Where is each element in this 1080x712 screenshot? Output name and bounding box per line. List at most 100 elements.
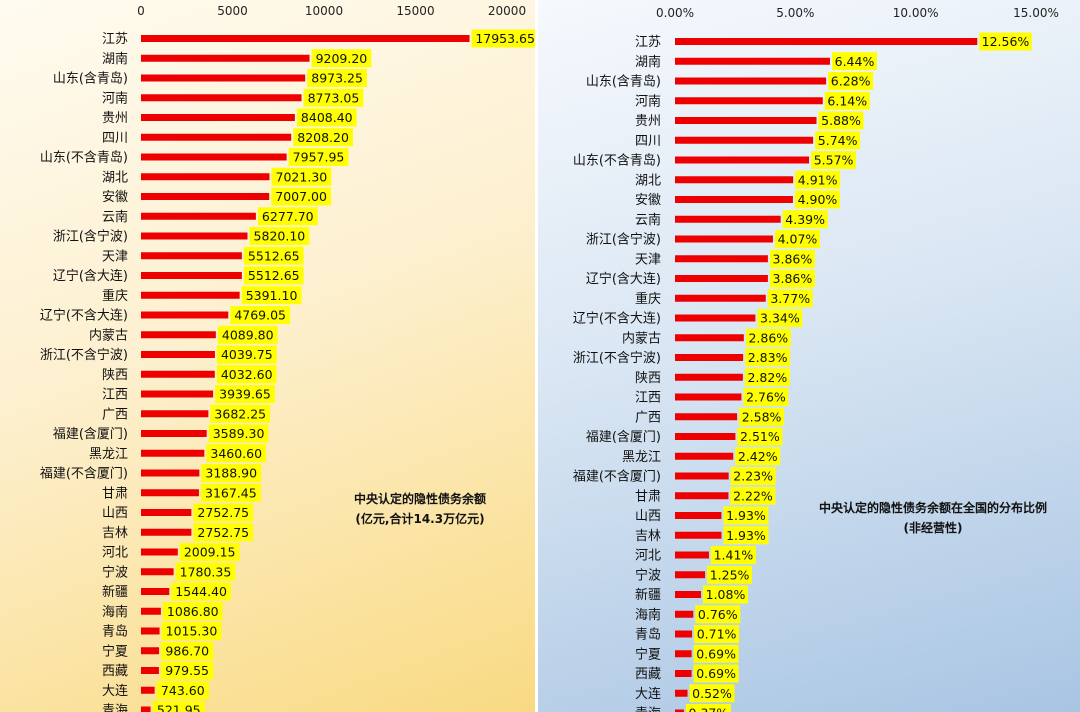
right-category-label: 黑龙江 bbox=[622, 450, 661, 465]
right-category-label: 大连 bbox=[635, 686, 661, 702]
right-category-label: 福建(含厦门) bbox=[586, 429, 661, 445]
left-value-label: 8973.25 bbox=[311, 71, 363, 86]
left-value-label: 1015.30 bbox=[166, 624, 218, 639]
right-category-label: 湖北 bbox=[635, 173, 661, 188]
right-x-tick-label: 5.00% bbox=[776, 6, 814, 20]
left-category-label: 海南 bbox=[102, 604, 128, 620]
left-category-label: 重庆 bbox=[102, 288, 128, 304]
left-category-label: 四川 bbox=[102, 131, 128, 146]
left-value-label: 521.95 bbox=[157, 703, 201, 712]
left-value-label-bg bbox=[210, 404, 271, 423]
right-x-tick-label: 15.00% bbox=[1013, 6, 1059, 20]
left-value-label: 3188.90 bbox=[205, 466, 257, 481]
right-value-label-bg bbox=[693, 664, 739, 683]
right-value-label-bg bbox=[774, 230, 820, 248]
left-category-label: 甘肃 bbox=[102, 486, 128, 501]
left-value-label-bg bbox=[271, 167, 332, 186]
left-value-label-bg bbox=[208, 424, 269, 443]
left-value-label-bg bbox=[296, 108, 357, 127]
right-value-label-bg bbox=[685, 704, 731, 712]
left-category-label: 福建(含厦门) bbox=[53, 426, 128, 442]
right-value-label: 1.08% bbox=[706, 587, 746, 602]
right-value-label-bg bbox=[723, 526, 769, 545]
left-value-label: 2009.15 bbox=[184, 545, 236, 560]
right-value-label-bg bbox=[745, 328, 791, 347]
left-category-label: 湖北 bbox=[102, 170, 128, 185]
left-category-label: 江苏 bbox=[102, 31, 128, 47]
left-category-label: 山西 bbox=[102, 506, 128, 521]
right-value-label-bg bbox=[782, 210, 828, 229]
right-value-label-bg bbox=[979, 32, 1032, 51]
left-x-tick-label: 20000 bbox=[488, 4, 526, 18]
left-value-label-bg bbox=[162, 602, 223, 621]
left-value-label: 5512.65 bbox=[248, 268, 300, 283]
right-bar bbox=[675, 334, 744, 342]
right-value-label: 2.23% bbox=[733, 469, 773, 484]
left-category-label: 陕西 bbox=[102, 368, 128, 383]
left-value-label-bg bbox=[249, 227, 310, 245]
left-bar bbox=[141, 449, 205, 457]
left-category-label: 内蒙古 bbox=[89, 327, 128, 343]
left-category-label: 辽宁(含大连) bbox=[53, 268, 128, 284]
left-value-label: 5512.65 bbox=[248, 248, 300, 263]
left-category-label: 宁波 bbox=[102, 564, 128, 580]
left-value-label: 8773.05 bbox=[308, 90, 360, 105]
left-category-label: 云南 bbox=[102, 209, 128, 225]
right-bar bbox=[675, 97, 823, 105]
right-value-label: 2.42% bbox=[738, 449, 778, 464]
right-bar bbox=[675, 689, 688, 697]
right-value-label: 6.28% bbox=[831, 74, 871, 89]
left-value-label-bg bbox=[293, 128, 354, 147]
right-bar bbox=[675, 472, 729, 480]
left-bar bbox=[141, 588, 170, 595]
left-value-label-bg bbox=[215, 385, 275, 403]
left-value-label-bg bbox=[271, 187, 332, 206]
right-value-label-bg bbox=[818, 111, 864, 130]
right-category-label: 宁波 bbox=[635, 567, 661, 583]
left-bar bbox=[141, 509, 192, 516]
left-bar bbox=[141, 430, 207, 437]
right-value-label: 12.56% bbox=[982, 34, 1030, 49]
right-category-label: 内蒙古 bbox=[622, 330, 661, 346]
left-bar bbox=[141, 627, 160, 635]
right-bar bbox=[675, 117, 817, 124]
right-category-label: 安徽 bbox=[635, 193, 661, 208]
left-value-label: 3939.65 bbox=[219, 387, 271, 402]
right-value-label: 5.88% bbox=[821, 113, 861, 128]
right-bar-chart: 0.00% 5.00% 10.00% 15.00% 江苏 12.56% 湖南 6.44% 山东(… bbox=[573, 6, 1059, 712]
right-value-label-bg bbox=[744, 368, 790, 387]
left-category-label: 黑龙江 bbox=[89, 447, 128, 462]
left-category-label: 安徽 bbox=[102, 190, 128, 205]
left-value-label-bg bbox=[241, 286, 302, 305]
right-value-label: 1.41% bbox=[714, 548, 754, 563]
right-value-label-bg bbox=[794, 190, 840, 209]
right-value-label-bg bbox=[743, 388, 789, 406]
right-category-label: 四川 bbox=[635, 134, 661, 149]
right-bar bbox=[675, 255, 768, 263]
left-value-label: 1780.35 bbox=[180, 564, 232, 579]
left-bar bbox=[141, 133, 292, 141]
right-category-label: 重庆 bbox=[635, 291, 661, 307]
right-value-label: 0.37% bbox=[689, 706, 729, 712]
right-category-label: 新疆 bbox=[635, 587, 661, 603]
right-value-label-bg bbox=[723, 506, 769, 525]
right-value-label-bg bbox=[730, 486, 776, 505]
right-value-label: 6.14% bbox=[827, 93, 867, 108]
left-category-label: 青海 bbox=[102, 704, 128, 712]
left-category-label: 河北 bbox=[102, 546, 128, 561]
left-category-label: 天津 bbox=[102, 249, 128, 264]
right-value-label: 2.22% bbox=[733, 488, 773, 503]
left-value-label-bg bbox=[152, 701, 205, 712]
left-value-label: 4039.75 bbox=[221, 347, 273, 362]
left-bar bbox=[141, 528, 192, 536]
left-value-label: 2752.75 bbox=[197, 525, 249, 540]
left-value-label: 3167.45 bbox=[205, 485, 257, 500]
left-value-label: 5391.10 bbox=[246, 288, 298, 303]
right-bar bbox=[675, 413, 738, 421]
left-bar-chart: 0 5000 10000 15000 20000 江苏 17953.65 湖南 9209.20 山… bbox=[40, 4, 535, 712]
right-bar bbox=[675, 452, 734, 460]
right-bar bbox=[675, 176, 794, 184]
right-value-label: 5.74% bbox=[818, 133, 858, 148]
right-chart-subtitle: (非经营性) bbox=[903, 521, 963, 535]
left-value-label-bg bbox=[179, 543, 240, 561]
